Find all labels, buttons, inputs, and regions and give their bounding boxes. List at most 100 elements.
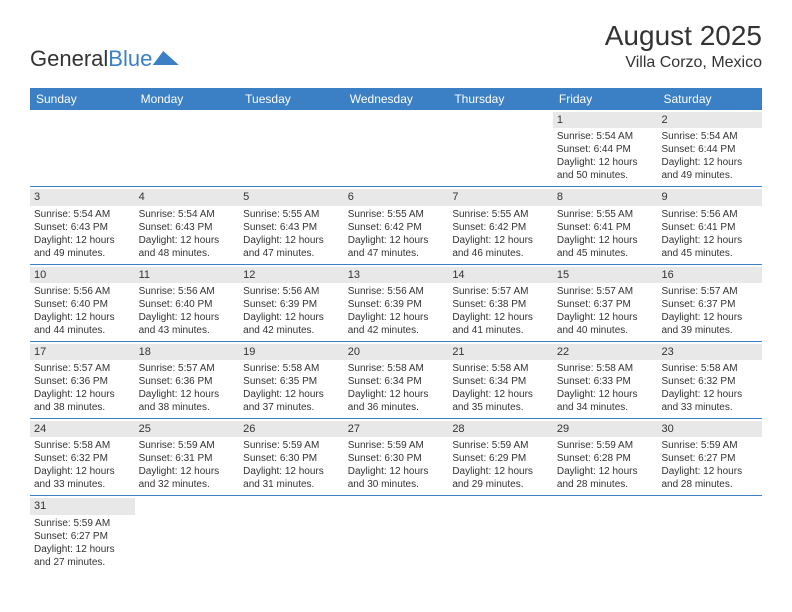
day-number: 27: [344, 421, 449, 437]
daylight-line: Daylight: 12 hours and 48 minutes.: [139, 234, 236, 260]
sunset-line: Sunset: 6:32 PM: [661, 375, 758, 388]
week-row: 3Sunrise: 5:54 AMSunset: 6:43 PMDaylight…: [30, 187, 762, 264]
day-cell: 16Sunrise: 5:57 AMSunset: 6:37 PMDayligh…: [657, 265, 762, 341]
sunset-line: Sunset: 6:41 PM: [557, 221, 654, 234]
sunset-line: Sunset: 6:28 PM: [557, 452, 654, 465]
day-number: 16: [657, 267, 762, 283]
sunset-line: Sunset: 6:30 PM: [348, 452, 445, 465]
daylight-line: Daylight: 12 hours and 30 minutes.: [348, 465, 445, 491]
day-number: 2: [657, 112, 762, 128]
day-number: 3: [30, 189, 135, 205]
sunset-line: Sunset: 6:42 PM: [452, 221, 549, 234]
sunrise-line: Sunrise: 5:55 AM: [243, 208, 340, 221]
day-cell: 13Sunrise: 5:56 AMSunset: 6:39 PMDayligh…: [344, 265, 449, 341]
day-cell: [239, 110, 344, 186]
day-number: 15: [553, 267, 658, 283]
location-label: Villa Corzo, Mexico: [605, 54, 762, 72]
day-number: 13: [344, 267, 449, 283]
daylight-line: Daylight: 12 hours and 45 minutes.: [557, 234, 654, 260]
sunrise-line: Sunrise: 5:55 AM: [452, 208, 549, 221]
day-cell: 24Sunrise: 5:58 AMSunset: 6:32 PMDayligh…: [30, 419, 135, 495]
day-number: 22: [553, 344, 658, 360]
day-number: 5: [239, 189, 344, 205]
day-cell: 5 Sunrise: 5:55 AMSunset: 6:43 PMDaylight…: [239, 187, 344, 263]
daylight-line: Daylight: 12 hours and 36 minutes.: [348, 388, 445, 414]
day-cell: 7Sunrise: 5:55 AMSunset: 6:42 PMDaylight…: [448, 187, 553, 263]
day-cell: 19Sunrise: 5:58 AMSunset: 6:35 PMDayligh…: [239, 342, 344, 418]
daylight-line: Daylight: 12 hours and 47 minutes.: [243, 234, 340, 260]
day-cell: [135, 496, 240, 572]
day-cell: [344, 496, 449, 572]
sunset-line: Sunset: 6:36 PM: [34, 375, 131, 388]
day-number: 23: [657, 344, 762, 360]
daylight-line: Daylight: 12 hours and 34 minutes.: [557, 388, 654, 414]
day-header: Thursday: [448, 88, 553, 110]
sunset-line: Sunset: 6:38 PM: [452, 298, 549, 311]
daylight-line: Daylight: 12 hours and 39 minutes.: [661, 311, 758, 337]
day-cell: 10Sunrise: 5:56 AMSunset: 6:40 PMDayligh…: [30, 265, 135, 341]
sunset-line: Sunset: 6:40 PM: [34, 298, 131, 311]
day-cell: 26 Sunrise: 5:59 AMSunset: 6:30 PMDayligh…: [239, 419, 344, 495]
daylight-line: Daylight: 12 hours and 33 minutes.: [661, 388, 758, 414]
day-number: 17: [30, 344, 135, 360]
day-cell: 15Sunrise: 5:57 AMSunset: 6:37 PMDayligh…: [553, 265, 658, 341]
logo-text-2: Blue: [108, 46, 152, 72]
day-number: 26: [239, 421, 344, 437]
daylight-line: Daylight: 12 hours and 46 minutes.: [452, 234, 549, 260]
day-number: 19: [239, 344, 344, 360]
calendar: SundayMondayTuesdayWednesdayThursdayFrid…: [30, 88, 762, 573]
daylight-line: Daylight: 12 hours and 44 minutes.: [34, 311, 131, 337]
day-number: 12: [239, 267, 344, 283]
page-title: August 2025: [605, 20, 762, 52]
daylight-line: Daylight: 12 hours and 50 minutes.: [557, 156, 654, 182]
sunset-line: Sunset: 6:37 PM: [557, 298, 654, 311]
day-cell: [657, 496, 762, 572]
daylight-line: Daylight: 12 hours and 31 minutes.: [243, 465, 340, 491]
sunrise-line: Sunrise: 5:59 AM: [243, 439, 340, 452]
logo-text-1: General: [30, 46, 108, 72]
daylight-line: Daylight: 12 hours and 32 minutes.: [139, 465, 236, 491]
day-cell: 18Sunrise: 5:57 AMSunset: 6:36 PMDayligh…: [135, 342, 240, 418]
sunset-line: Sunset: 6:40 PM: [139, 298, 236, 311]
day-number: 9: [657, 189, 762, 205]
day-number: 21: [448, 344, 553, 360]
day-cell: 17Sunrise: 5:57 AMSunset: 6:36 PMDayligh…: [30, 342, 135, 418]
sunset-line: Sunset: 6:27 PM: [34, 530, 131, 543]
sunset-line: Sunset: 6:34 PM: [452, 375, 549, 388]
title-block: August 2025 Villa Corzo, Mexico: [605, 20, 762, 72]
day-number: 6: [344, 189, 449, 205]
sunset-line: Sunset: 6:43 PM: [34, 221, 131, 234]
day-number: 11: [135, 267, 240, 283]
daylight-line: Daylight: 12 hours and 38 minutes.: [139, 388, 236, 414]
sunrise-line: Sunrise: 5:54 AM: [661, 130, 758, 143]
sunrise-line: Sunrise: 5:59 AM: [34, 517, 131, 530]
sunset-line: Sunset: 6:32 PM: [34, 452, 131, 465]
sunset-line: Sunset: 6:30 PM: [243, 452, 340, 465]
sunrise-line: Sunrise: 5:57 AM: [661, 285, 758, 298]
sunrise-line: Sunrise: 5:58 AM: [661, 362, 758, 375]
day-cell: 22 Sunrise: 5:58 AMSunset: 6:33 PMDayligh…: [553, 342, 658, 418]
sunset-line: Sunset: 6:43 PM: [243, 221, 340, 234]
sunset-line: Sunset: 6:36 PM: [139, 375, 236, 388]
day-cell: [448, 110, 553, 186]
sunrise-line: Sunrise: 5:57 AM: [557, 285, 654, 298]
daylight-line: Daylight: 12 hours and 35 minutes.: [452, 388, 549, 414]
day-header-row: SundayMondayTuesdayWednesdayThursdayFrid…: [30, 88, 762, 110]
sunrise-line: Sunrise: 5:54 AM: [557, 130, 654, 143]
day-cell: [344, 110, 449, 186]
day-cell: [239, 496, 344, 572]
day-cell: 2Sunrise: 5:54 AMSunset: 6:44 PMDaylight…: [657, 110, 762, 186]
day-cell: 29Sunrise: 5:59 AMSunset: 6:28 PMDayligh…: [553, 419, 658, 495]
sunrise-line: Sunrise: 5:59 AM: [139, 439, 236, 452]
sunset-line: Sunset: 6:27 PM: [661, 452, 758, 465]
day-header: Friday: [553, 88, 658, 110]
sunrise-line: Sunrise: 5:57 AM: [139, 362, 236, 375]
day-number: 30: [657, 421, 762, 437]
sunrise-line: Sunrise: 5:57 AM: [34, 362, 131, 375]
sunset-line: Sunset: 6:33 PM: [557, 375, 654, 388]
sunrise-line: Sunrise: 5:58 AM: [557, 362, 654, 375]
day-cell: 6Sunrise: 5:55 AMSunset: 6:42 PMDaylight…: [344, 187, 449, 263]
day-cell: 8Sunrise: 5:55 AMSunset: 6:41 PMDaylight…: [553, 187, 658, 263]
day-cell: [553, 496, 658, 572]
week-row: 24Sunrise: 5:58 AMSunset: 6:32 PMDayligh…: [30, 419, 762, 496]
